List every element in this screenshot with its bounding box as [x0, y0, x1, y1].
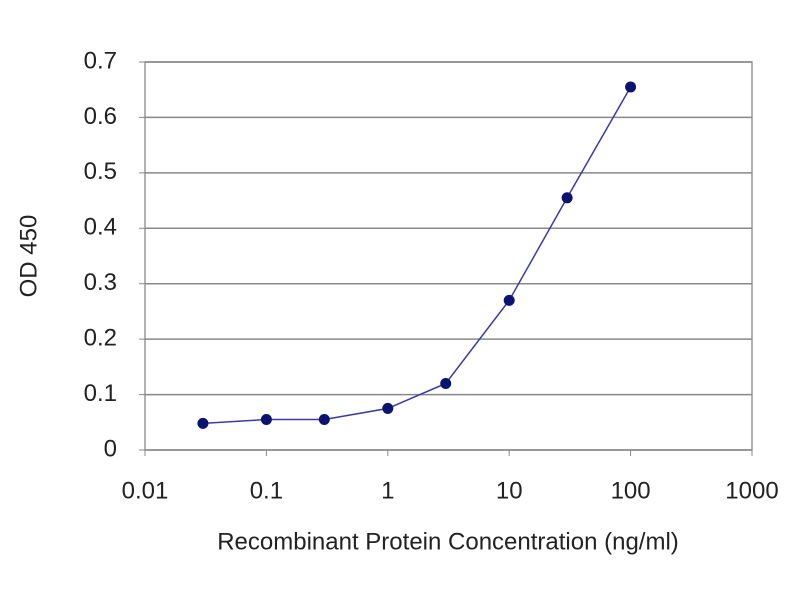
x-tick-label: 0.1	[250, 477, 283, 504]
y-tick-label: 0.7	[84, 47, 117, 74]
data-point	[260, 414, 272, 426]
y-tick-label: 0.1	[84, 380, 117, 407]
plot-area	[144, 61, 753, 451]
y-tick-label: 0	[104, 435, 117, 462]
data-point	[318, 414, 330, 426]
x-axis-title: Recombinant Protein Concentration (ng/ml…	[217, 528, 679, 555]
data-point	[625, 81, 637, 93]
data-line	[202, 86, 632, 425]
x-tick-label: 0.01	[122, 477, 169, 504]
data-point	[561, 192, 573, 204]
x-tick-label: 100	[611, 477, 651, 504]
x-tick-label: 1000	[725, 477, 778, 504]
x-tick-label: 10	[496, 477, 523, 504]
data-point	[503, 294, 515, 306]
y-axis-title: OD 450	[15, 215, 42, 298]
data-point	[197, 417, 209, 429]
y-tick-label: 0.4	[84, 214, 117, 241]
y-tick-label: 0.5	[84, 158, 117, 185]
y-tick-label: 0.2	[84, 324, 117, 351]
y-tick-label: 0.3	[84, 269, 117, 296]
x-tick-label: 1	[381, 477, 394, 504]
data-point	[382, 402, 394, 414]
data-point	[440, 377, 452, 389]
y-tick-label: 0.6	[84, 103, 117, 130]
